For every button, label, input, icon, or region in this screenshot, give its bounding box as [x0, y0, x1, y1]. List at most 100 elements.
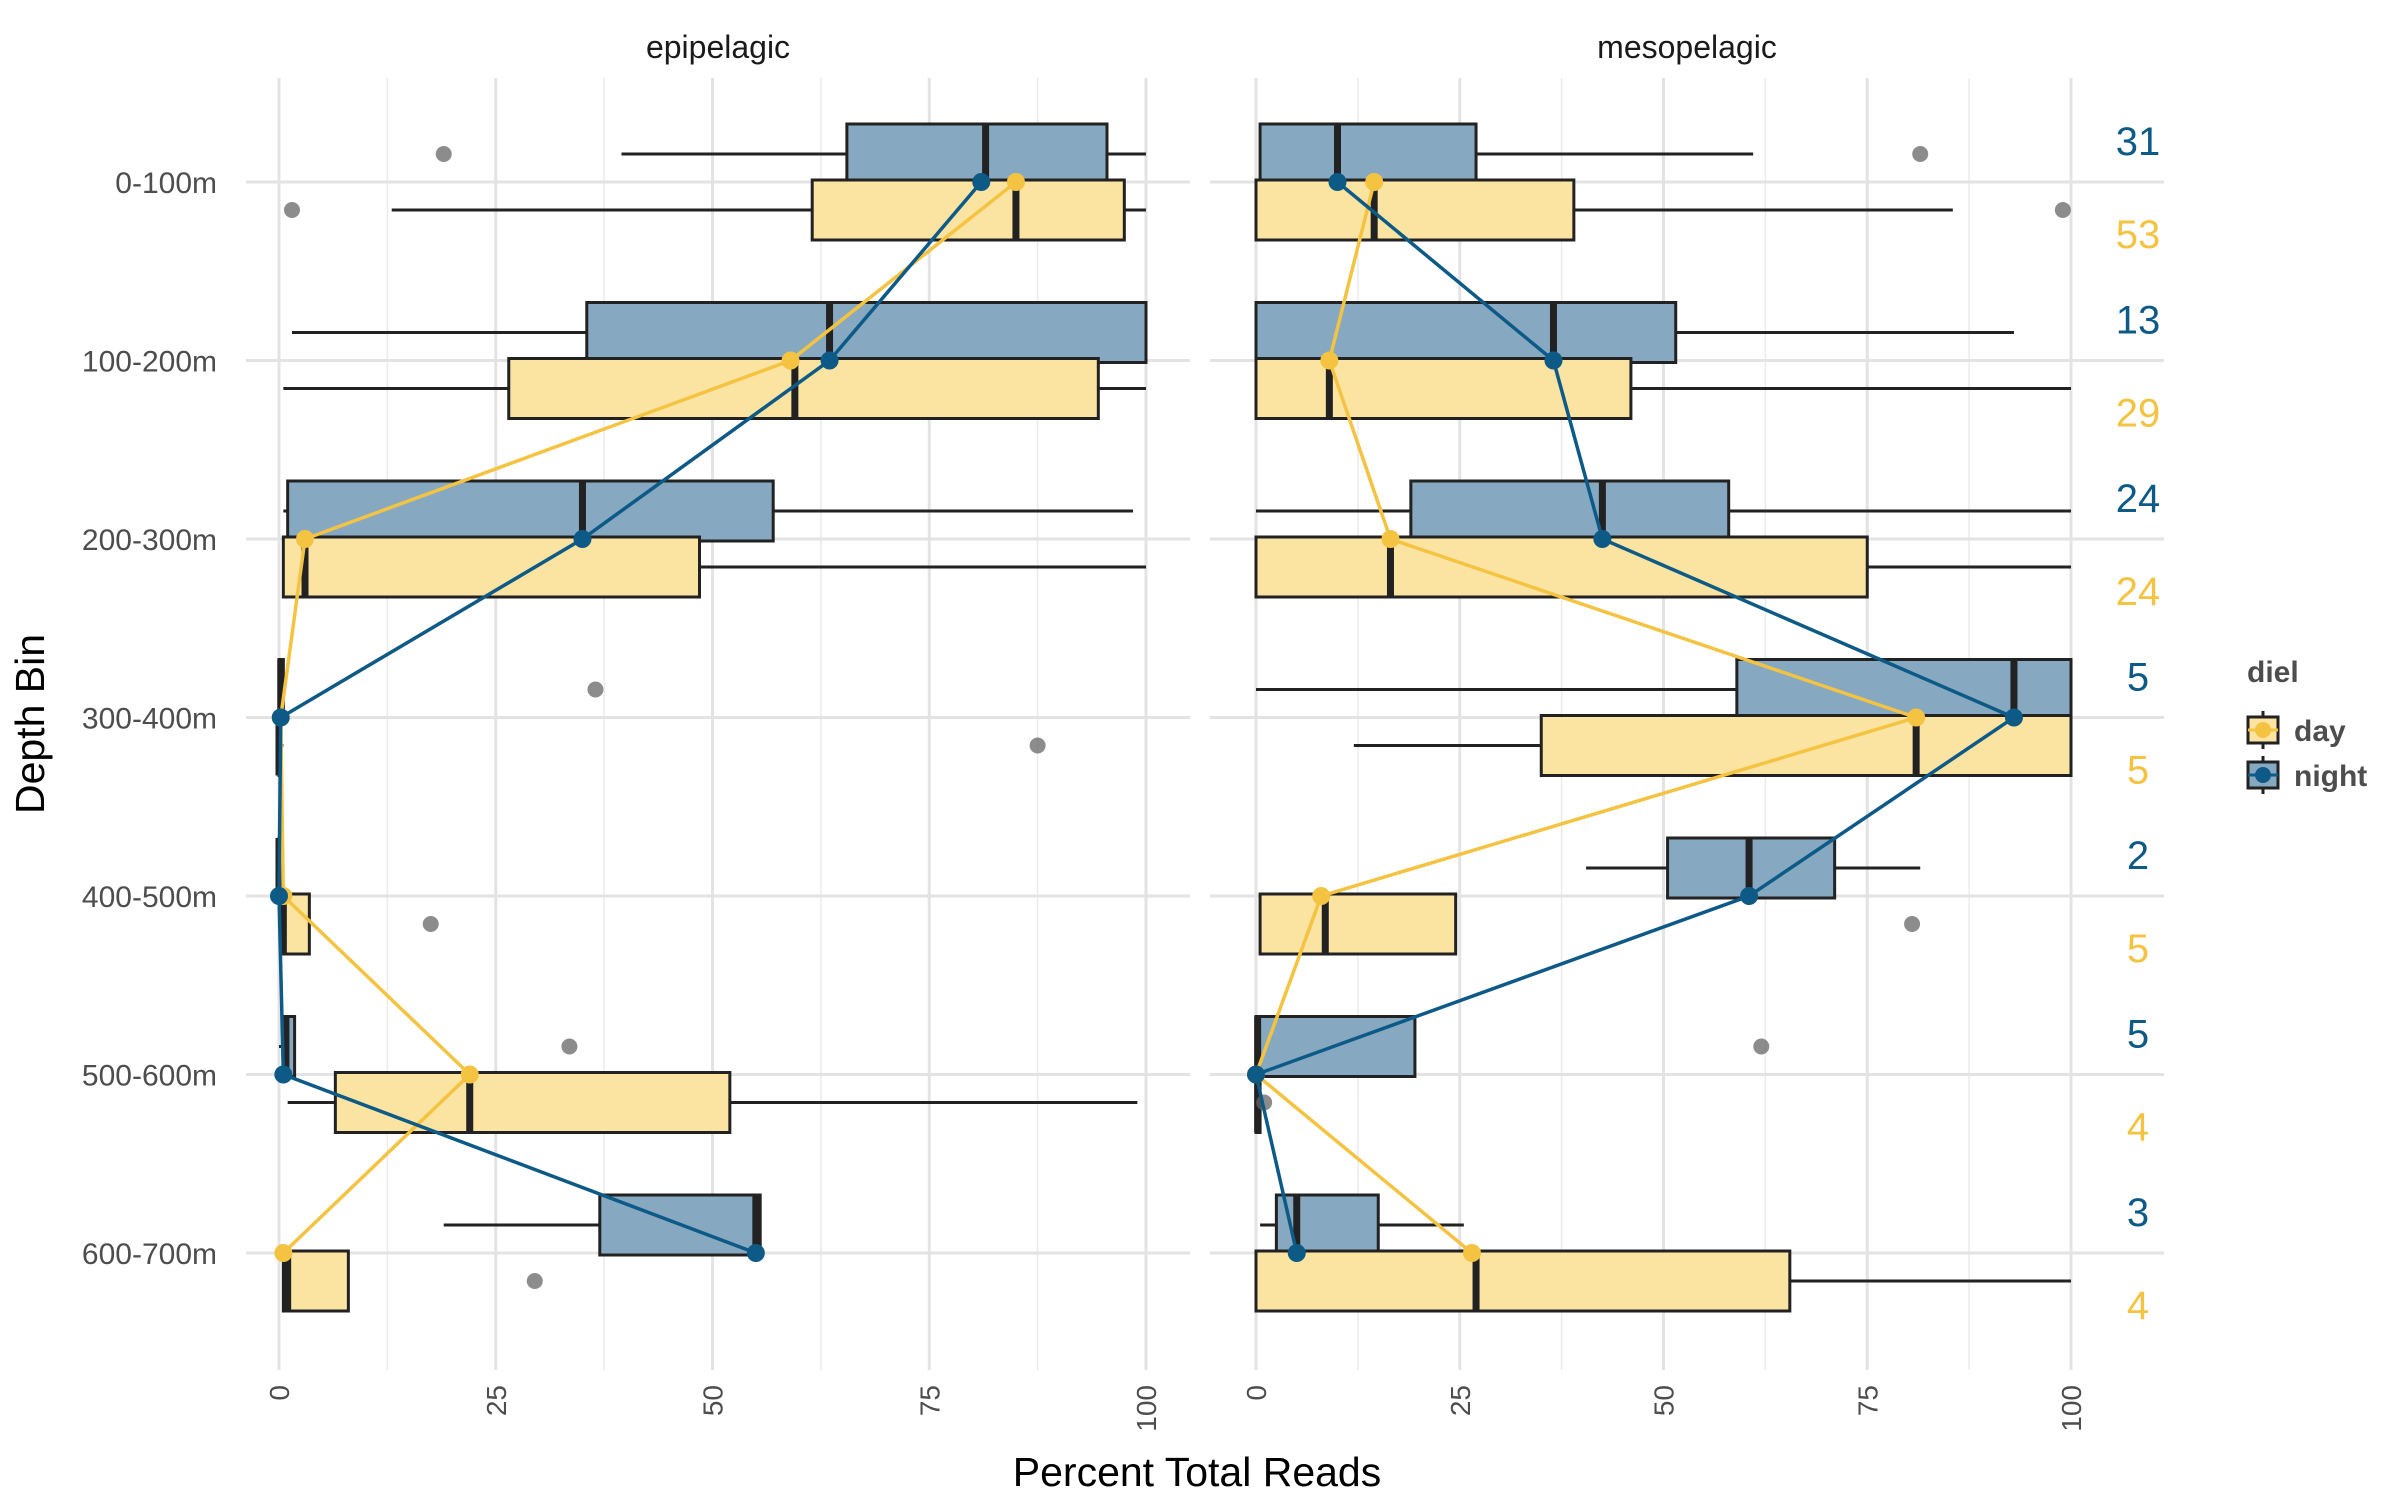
- mean-point-night: [1544, 351, 1563, 370]
- mean-point-day: [781, 351, 800, 370]
- mean-point-night: [1287, 1244, 1306, 1262]
- box-iqr: [1254, 301, 1678, 364]
- box-day-200-300m: [281, 535, 1146, 599]
- box-iqr: [333, 1071, 732, 1134]
- mean-point-night: [820, 351, 839, 370]
- y-tick-label: 200-300m: [82, 524, 217, 557]
- box-night-0-100m: [1258, 122, 1929, 186]
- outlier-point: [1753, 1038, 1770, 1055]
- count-label-day: 5: [2127, 749, 2149, 793]
- legend-key-point: [2255, 767, 2271, 783]
- box-day-0-100m: [1254, 178, 2071, 242]
- legend: diel day night: [2246, 656, 2367, 794]
- box-day-100-200m: [1254, 357, 2071, 420]
- y-tick-label: 0-100m: [115, 167, 217, 200]
- mean-point-day: [1462, 1244, 1481, 1262]
- mean-lines-layer: [270, 173, 2023, 1262]
- y-axis-title: Depth Bin: [7, 634, 53, 814]
- x-tick-label: 75: [914, 1385, 945, 1416]
- box-iqr: [1258, 122, 1478, 186]
- box-iqr: [1258, 892, 1458, 956]
- y-tick-label: 100-200m: [82, 346, 217, 379]
- count-label-night: 24: [2116, 477, 2161, 521]
- box-iqr: [286, 479, 775, 543]
- count-label-night: 2: [2127, 834, 2149, 878]
- mean-point-day: [1320, 351, 1339, 370]
- mean-point-night: [1328, 173, 1347, 191]
- panel-title: mesopelagic: [1597, 29, 1777, 65]
- x-tick-label: 50: [698, 1385, 729, 1416]
- outlier-point: [284, 202, 301, 218]
- x-tick-label: 50: [1649, 1385, 1680, 1416]
- mean-point-night: [573, 530, 592, 548]
- legend-key-night: [2246, 756, 2280, 794]
- x-tick-label: 25: [1445, 1385, 1476, 1416]
- box-night-200-300m: [283, 479, 1133, 543]
- box-night-100-200m: [292, 301, 1148, 364]
- count-label-night: 31: [2116, 120, 2161, 164]
- box-day-600-700m: [1254, 1249, 2071, 1313]
- box-iqr: [281, 1249, 350, 1313]
- mean-point-day: [1907, 708, 1926, 727]
- box-day-200-300m: [1254, 535, 2071, 599]
- legend-label-night: night: [2294, 760, 2367, 793]
- mean-point-day: [1365, 173, 1384, 191]
- y-tick-label: 400-500m: [82, 881, 217, 914]
- box-night-500-600m: [279, 1015, 578, 1078]
- legend-label-day: day: [2294, 715, 2346, 748]
- box-iqr: [1254, 535, 1869, 599]
- box-day-300-400m: [1353, 714, 2073, 777]
- box-day-400-500m: [279, 892, 439, 956]
- count-label-day: 29: [2116, 392, 2161, 436]
- box-iqr: [845, 122, 1109, 186]
- y-tick-label: 600-700m: [82, 1238, 217, 1271]
- x-tick-label: 0: [264, 1385, 295, 1401]
- x-tick-label: 25: [481, 1385, 512, 1416]
- box-day-500-600m: [287, 1071, 1138, 1134]
- outlier-point: [422, 916, 439, 932]
- outlier-point: [561, 1038, 578, 1055]
- mean-point-night: [1593, 530, 1612, 548]
- box-day-100-200m: [283, 357, 1146, 420]
- count-label-night: 3: [2127, 1191, 2149, 1235]
- box-iqr: [281, 535, 701, 599]
- outlier-point: [1912, 146, 1929, 162]
- mean-point-night: [972, 173, 991, 191]
- box-iqr: [1254, 1249, 1792, 1313]
- mean-point-day: [274, 1244, 293, 1262]
- box-iqr: [1254, 357, 1633, 420]
- count-label-night: 5: [2127, 1013, 2149, 1057]
- legend-key-point: [2255, 722, 2271, 738]
- box-night-600-700m: [443, 1193, 762, 1257]
- box-day-600-700m: [281, 1249, 543, 1313]
- outlier-point: [1029, 737, 1046, 754]
- box-iqr: [585, 301, 1148, 364]
- mean-point-night: [746, 1244, 765, 1262]
- mean-point-night: [1247, 1065, 1265, 1084]
- mean-point-day: [1006, 173, 1025, 191]
- box-day-400-500m: [1258, 892, 1921, 956]
- count-label-day: 4: [2127, 1106, 2149, 1150]
- mean-point-night: [270, 887, 288, 905]
- box-iqr: [1409, 479, 1731, 543]
- count-label-night: 13: [2116, 299, 2161, 343]
- mean-point-night: [1740, 887, 1759, 905]
- legend-title: diel: [2247, 656, 2299, 689]
- y-tick-label: 500-600m: [82, 1060, 217, 1093]
- outlier-point: [587, 681, 604, 698]
- box-day-0-100m: [284, 178, 1146, 242]
- count-label-night: 5: [2127, 656, 2149, 700]
- legend-key-day: [2246, 711, 2280, 749]
- box-night-0-100m: [435, 122, 1146, 186]
- count-label-day: 24: [2116, 570, 2161, 614]
- box-iqr: [810, 178, 1126, 242]
- mean-point-night: [2004, 708, 2023, 727]
- panel-title: epipelagic: [646, 29, 790, 65]
- mean-point-day: [1381, 530, 1400, 548]
- y-tick-label: 300-400m: [82, 703, 217, 736]
- mean-point-day: [460, 1065, 479, 1084]
- count-label-day: 4: [2127, 1284, 2149, 1328]
- outlier-point: [435, 146, 452, 162]
